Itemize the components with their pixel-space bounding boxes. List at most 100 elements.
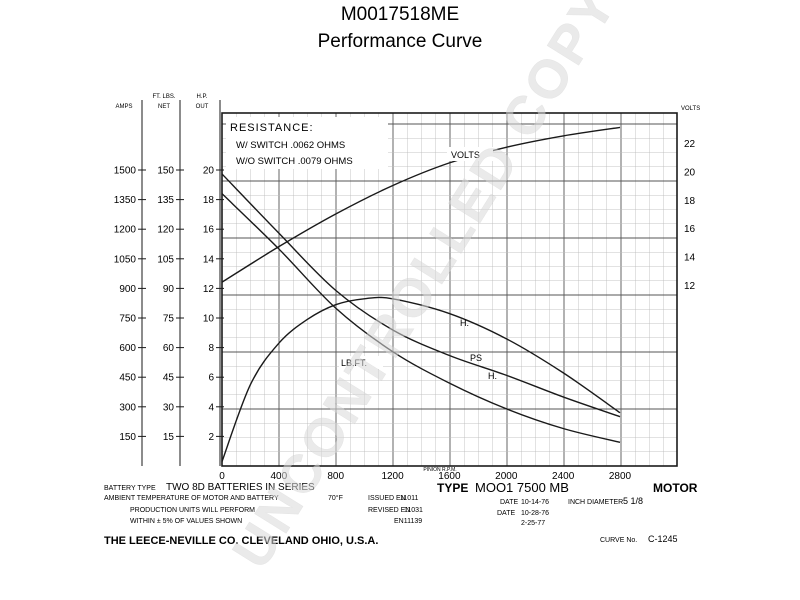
date-value-2: 10-28-76 (521, 510, 549, 517)
left-axis-tick-label: 900 (119, 284, 136, 295)
left-axis-tick-label: 1200 (114, 225, 137, 236)
type-value: MOO1 7500 MB (475, 480, 569, 495)
resistance-title: RESISTANCE: (230, 122, 314, 134)
left-axis-tick-label: 60 (163, 343, 175, 354)
right-axis-tick-label: 12 (684, 281, 696, 292)
series-label-volts: VOLTS (451, 150, 480, 160)
left-axis-label-bottom: NET (158, 104, 170, 110)
series-label-lbft: LB.FT. (341, 358, 367, 368)
plot-grid (221, 113, 677, 467)
right-axis-label: VOLTS (681, 106, 700, 112)
resistance-line-2: W/O SWITCH .0079 OHMS (236, 156, 353, 167)
date-value-3: 2-25-77 (521, 520, 545, 527)
series-lines (221, 126, 621, 462)
chart-title: M0017518ME (341, 4, 459, 25)
ambient-label: AMBIENT TEMPERATURE OF MOTOR AND BATTERY (104, 495, 279, 502)
series-line-amps (221, 173, 621, 418)
production-line-1: PRODUCTION UNITS WILL PERFORM (130, 507, 255, 514)
right-axis-tick-label: 14 (684, 253, 696, 264)
volts-label-bg (447, 147, 493, 161)
series-line-hp (221, 296, 621, 462)
left-axis-tick-label: 150 (157, 166, 174, 177)
left-axis-tick-label: 750 (119, 314, 136, 325)
series-label-amps: PS (470, 353, 482, 363)
right-axis-tick-label: 18 (684, 196, 696, 207)
revised-label: REVISED EN (368, 507, 410, 514)
x-axis-label: PINION R.P.M. (423, 467, 456, 473)
x-axis-tick-label: 800 (327, 471, 344, 482)
left-axis-label-top: H.P. (197, 94, 208, 100)
left-axis-tick-label: 4 (208, 402, 214, 413)
company-name: THE LEECE-NEVILLE CO. CLEVELAND OHIO, U.… (104, 535, 378, 547)
left-axis-label-bottom: OUT (196, 104, 209, 110)
left-axis-tick-label: 6 (208, 373, 214, 384)
left-axis-tick-label: 2 (208, 432, 214, 443)
series-line-volts (221, 126, 621, 283)
right-axis-tick-label: 16 (684, 224, 696, 235)
series-label-hp: H. (460, 318, 469, 328)
left-axis-tick-label: 90 (163, 284, 175, 295)
left-axes: AMPS 1500 1350 1200 1050 900 750 600 450 300 150 FT… (114, 94, 224, 466)
left-axis-label-top: FT. LBS. (152, 94, 175, 100)
right-axis-tick-label: 20 (684, 167, 696, 178)
left-axis-tick-label: 75 (163, 314, 175, 325)
left-axis-tick-label: 120 (157, 225, 174, 236)
x-axis-tick-label: 1200 (381, 471, 404, 482)
ambient-value: 70°F (328, 494, 343, 502)
lbft-label-bg (339, 356, 383, 369)
left-axis-tick-label: 8 (208, 343, 214, 354)
left-axis-tick-label: 150 (119, 432, 136, 443)
left-axis-tick-label: 1050 (114, 254, 137, 265)
date-label-1: DATE (500, 499, 518, 506)
production-line-2: WITHIN ± 5% OF VALUES SHOWN (130, 518, 242, 525)
footer: BATTERY TYPE TWO 8D BATTERIES IN SERIES … (104, 480, 698, 547)
issued-value: 11011 (400, 495, 419, 502)
series-line-lbft (221, 193, 621, 444)
date-label-2: DATE (497, 510, 515, 517)
x-axis-tick-label: 1600 (438, 471, 461, 482)
right-axis: VOLTS 22 20 18 16 14 12 (681, 106, 700, 292)
left-axis-tick-label: 12 (203, 284, 215, 295)
eng-value: EN11139 (394, 518, 422, 525)
motor-label: MOTOR (653, 481, 698, 495)
left-axis-tick-label: 15 (163, 432, 175, 443)
left-axis-tick-label: 20 (203, 166, 215, 177)
x-axis-tick-label: 400 (271, 471, 288, 482)
left-axis-tick-label: 1500 (114, 166, 137, 177)
inch-diameter-label: INCH DIAMETER (568, 499, 623, 506)
left-axis-label-bottom: AMPS (115, 104, 132, 110)
revised-value: 11031 (404, 507, 423, 514)
left-axis-tick-label: 16 (203, 225, 215, 236)
chart-subtitle: Performance Curve (318, 31, 483, 52)
battery-type-label: BATTERY TYPE (104, 485, 156, 492)
left-axis-tick-label: 30 (163, 402, 175, 413)
left-axis-tick-label: 135 (157, 195, 174, 206)
x-axis: 0 400 800 1200 1600 2000 2400 2800 PINION R.P.M. (219, 467, 631, 482)
x-axis-tick-label: 2800 (609, 471, 632, 482)
left-axis-tick-label: 450 (119, 373, 136, 384)
curve-no-value: C-1245 (648, 534, 678, 544)
left-axis-tick-label: 10 (203, 314, 215, 325)
series-label-hp-2: H. (488, 371, 497, 381)
left-axis-tick-label: 105 (157, 254, 174, 265)
left-axis-tick-label: 14 (203, 254, 215, 265)
date-value-1: 10-14-76 (521, 499, 549, 506)
x-axis-tick-label: 0 (219, 471, 225, 482)
left-axis-tick-label: 300 (119, 402, 136, 413)
left-axis-tick-label: 1350 (114, 195, 137, 206)
resistance-box (226, 117, 388, 169)
inch-diameter-value: 5 1/8 (623, 496, 643, 506)
issued-label: ISSUED EN (368, 495, 406, 502)
left-axis-tick-label: 18 (203, 195, 215, 206)
battery-type-value: TWO 8D BATTERIES IN SERIES (166, 482, 315, 493)
left-axis-tick-label: 45 (163, 373, 175, 384)
curve-no-label: CURVE No. (600, 537, 637, 544)
plot-frame (221, 112, 678, 467)
right-axis-tick-label: 22 (684, 139, 696, 150)
resistance-line-1: W/ SWITCH .0062 OHMS (236, 140, 345, 151)
x-axis-tick-label: 2000 (495, 471, 518, 482)
x-axis-tick-label: 2400 (552, 471, 575, 482)
left-axis-tick-label: 600 (119, 343, 136, 354)
type-label: TYPE (437, 481, 468, 495)
